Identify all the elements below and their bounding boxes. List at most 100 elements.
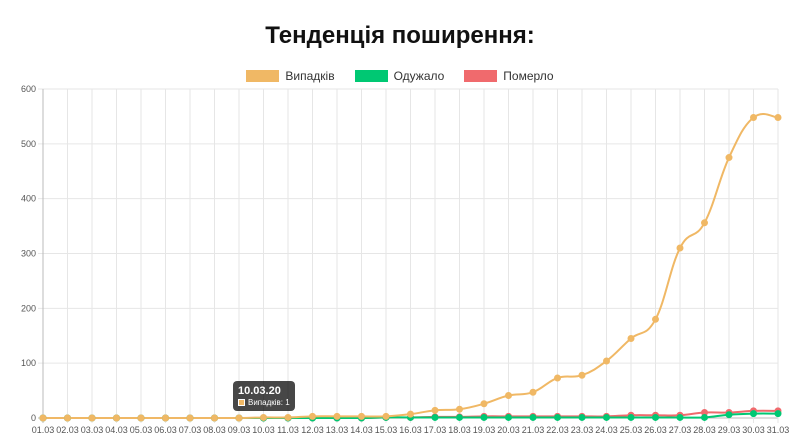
data-point[interactable] [186,414,194,422]
x-tick-label: 06.03 [154,425,177,435]
data-point[interactable] [701,413,708,421]
x-tick-label: 10.03 [252,425,275,435]
data-point[interactable] [750,114,757,122]
data-point[interactable] [39,414,47,422]
x-tick-label: 15.03 [375,425,398,435]
data-point[interactable] [480,400,488,408]
x-tick-label: 20.03 [497,425,520,435]
tooltip-title: 10.03.20 [238,385,281,397]
data-point[interactable] [382,412,390,420]
x-tick-label: 29.03 [718,425,741,435]
x-tick-label: 02.03 [56,425,79,435]
x-tick-label: 04.03 [105,425,128,435]
legend-label-cases: Випадків [285,69,335,83]
x-tick-label: 08.03 [203,425,226,435]
legend-label-deaths: Померло [503,69,554,83]
data-point[interactable] [407,410,414,418]
y-tick-label: 300 [21,249,36,259]
data-point[interactable] [456,405,463,413]
data-point[interactable] [113,414,120,422]
y-tick-label: 500 [21,139,36,149]
data-point[interactable] [211,414,218,422]
data-point[interactable] [260,413,267,421]
data-point[interactable] [309,412,316,420]
x-tick-label: 25.03 [620,425,643,435]
x-tick-label: 18.03 [448,425,471,435]
data-point[interactable] [725,154,733,162]
x-tick-label: 27.03 [669,425,692,435]
data-point[interactable] [529,388,537,396]
data-point[interactable] [627,413,635,421]
data-point[interactable] [284,413,292,421]
data-point[interactable] [162,414,169,422]
tooltip-swatch [238,399,245,406]
data-point[interactable] [554,413,561,421]
data-point[interactable] [137,414,145,422]
tooltip-label: Випадків: 1 [248,398,290,407]
data-point[interactable] [431,406,439,414]
data-point[interactable] [480,413,488,421]
data-point[interactable] [333,412,341,420]
x-tick-label: 13.03 [326,425,349,435]
chart-tooltip: 10.03.20 Випадків: 1 [233,381,295,411]
data-point[interactable] [652,413,659,421]
data-point[interactable] [774,410,782,418]
tooltip-row: Випадків: 1 [238,397,290,408]
legend-swatch-cases [246,70,280,82]
data-point[interactable] [88,414,96,422]
data-point[interactable] [578,413,586,421]
data-point[interactable] [505,392,512,400]
data-point[interactable] [652,315,659,323]
data-point[interactable] [505,413,512,421]
data-point[interactable] [603,357,610,365]
legend-item-recovered[interactable]: Одужало [354,69,444,83]
y-tick-label: 200 [21,303,36,313]
grid-lines [38,88,779,423]
x-tick-label: 09.03 [228,425,251,435]
data-points [39,114,782,422]
x-tick-label: 11.03 [277,425,299,435]
x-tick-label: 05.03 [130,425,153,435]
x-tick-label: 14.03 [350,425,373,435]
data-point[interactable] [627,334,635,342]
data-point[interactable] [578,371,586,379]
legend-item-cases[interactable]: Випадків [246,69,335,83]
x-tick-label: 26.03 [644,425,667,435]
x-tick-label: 17.03 [424,425,447,435]
chart-legend: Випадків Одужало Померло [0,69,800,83]
x-tick-label: 21.03 [522,425,545,435]
legend-item-deaths[interactable]: Померло [464,69,554,83]
x-tick-label: 28.03 [693,425,716,435]
data-point[interactable] [358,412,365,420]
data-point[interactable] [554,374,561,382]
data-point[interactable] [456,413,463,421]
x-tick-label: 22.03 [546,425,569,435]
data-point[interactable] [725,411,733,419]
y-tick-label: 600 [21,84,36,94]
x-tick-label: 03.03 [81,425,104,435]
data-point[interactable] [774,114,782,122]
data-point[interactable] [750,410,757,418]
legend-swatch-recovered [354,70,388,82]
data-point[interactable] [529,413,537,421]
x-tick-label: 07.03 [179,425,202,435]
x-tick-label: 12.03 [301,425,324,435]
data-point[interactable] [64,414,71,422]
x-tick-label: 31.03 [767,425,790,435]
x-tick-label: 19.03 [473,425,496,435]
x-tick-label: 01.03 [32,425,55,435]
data-point[interactable] [676,244,684,252]
data-point[interactable] [701,219,708,227]
x-tick-label: 16.03 [399,425,422,435]
chart-title: Тенденція поширення: [265,22,535,49]
data-point[interactable] [603,413,610,421]
data-point[interactable] [431,413,439,421]
data-point[interactable] [235,414,243,422]
y-tick-label: 0 [31,413,36,423]
data-point[interactable] [676,413,684,421]
y-tick-label: 100 [21,358,36,368]
x-tick-label: 23.03 [571,425,594,435]
x-tick-label: 24.03 [595,425,618,435]
